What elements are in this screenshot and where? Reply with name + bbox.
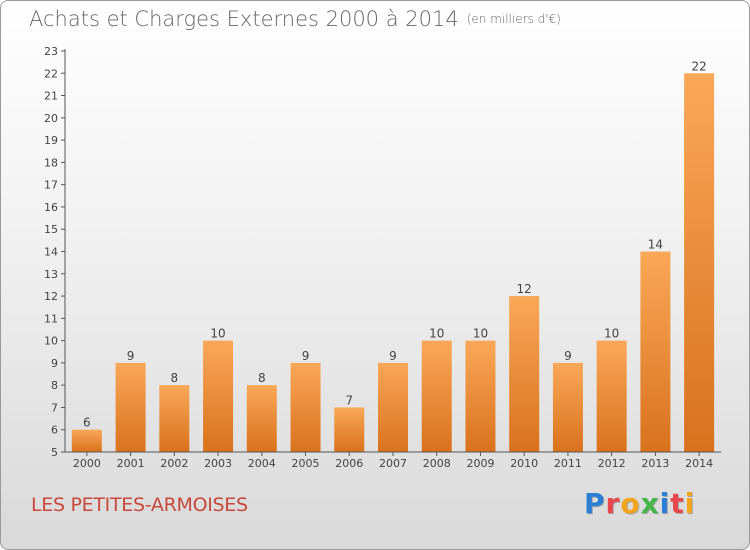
bar: [640, 251, 671, 452]
bar: [596, 340, 627, 452]
logo-letter: x: [640, 487, 660, 520]
bar: [290, 362, 321, 452]
bar: [465, 340, 496, 452]
bar-value-label: 10: [604, 327, 619, 341]
x-tick-label: 2014: [685, 457, 713, 470]
y-tick-label: 15: [44, 223, 58, 236]
logo-letter: t: [670, 487, 685, 520]
bar-value-label: 10: [473, 327, 488, 341]
chart-title: Achats et Charges Externes 2000 à 2014 (e…: [29, 7, 561, 31]
y-tick-label: 7: [51, 401, 58, 414]
y-tick-label: 21: [44, 90, 58, 103]
y-tick-label: 14: [44, 246, 58, 259]
y-tick-label: 20: [44, 112, 58, 125]
bar: [684, 73, 715, 453]
commune-name: LES PETITES-ARMOISES: [31, 494, 248, 516]
y-tick-label: 10: [44, 335, 58, 348]
x-tick-label: 2002: [160, 457, 188, 470]
x-tick-label: 2004: [248, 457, 276, 470]
logo-letter: i: [659, 487, 671, 520]
y-tick-label: 5: [51, 446, 58, 459]
bar-value-label: 14: [648, 238, 663, 252]
logo-letter: r: [605, 487, 621, 520]
y-tick-label: 12: [44, 290, 58, 303]
y-tick-label: 18: [44, 156, 58, 169]
bar: [246, 385, 277, 452]
bar-value-label: 9: [127, 349, 135, 363]
x-tick-label: 2000: [73, 457, 101, 470]
y-tick-label: 16: [44, 201, 58, 214]
bar: [552, 362, 583, 452]
bar: [203, 340, 234, 452]
chart-unit: (en milliers d'€): [466, 12, 561, 26]
x-tick-label: 2012: [598, 457, 626, 470]
y-tick-label: 17: [44, 179, 58, 192]
bar-value-label: 7: [345, 393, 353, 407]
x-tick-label: 2006: [335, 457, 363, 470]
y-tick-label: 23: [44, 45, 58, 58]
y-tick-label: 19: [44, 134, 58, 147]
logo-letter: o: [620, 487, 641, 520]
bar-value-label: 22: [691, 59, 706, 73]
bar: [421, 340, 452, 452]
bar: [159, 385, 190, 452]
bar-value-label: 9: [302, 349, 310, 363]
x-tick-label: 2007: [379, 457, 407, 470]
bar: [378, 362, 408, 452]
bar: [334, 407, 365, 452]
x-tick-label: 2011: [554, 457, 582, 470]
y-tick-label: 8: [51, 379, 58, 392]
x-tick-label: 2005: [292, 457, 320, 470]
proxiti-logo: Proxiti: [584, 487, 695, 520]
x-tick-label: 2009: [466, 457, 494, 470]
x-tick-label: 2001: [117, 457, 145, 470]
bar-value-label: 12: [517, 282, 532, 296]
bar: [509, 296, 540, 452]
bar: [115, 362, 146, 452]
y-tick-label: 11: [44, 312, 58, 325]
bar-value-label: 10: [429, 327, 444, 341]
bar-value-label: 6: [83, 416, 91, 430]
bar-value-label: 8: [258, 371, 266, 385]
bar: [71, 429, 102, 452]
bar-value-label: 9: [389, 349, 397, 363]
bar-value-label: 10: [210, 327, 225, 341]
x-tick-label: 2010: [510, 457, 538, 470]
bar-value-label: 8: [171, 371, 179, 385]
y-tick-label: 13: [44, 268, 58, 281]
y-tick-label: 6: [51, 424, 58, 437]
y-tick-label: 9: [51, 357, 58, 370]
bar-value-label: 9: [564, 349, 572, 363]
x-tick-label: 2008: [423, 457, 451, 470]
x-tick-label: 2013: [641, 457, 669, 470]
chart-title-text: Achats et Charges Externes 2000 à 2014: [29, 7, 459, 31]
logo-letter: i: [684, 487, 696, 520]
y-tick-label: 22: [44, 67, 58, 80]
logo-letter: P: [584, 487, 606, 520]
x-tick-label: 2003: [204, 457, 232, 470]
